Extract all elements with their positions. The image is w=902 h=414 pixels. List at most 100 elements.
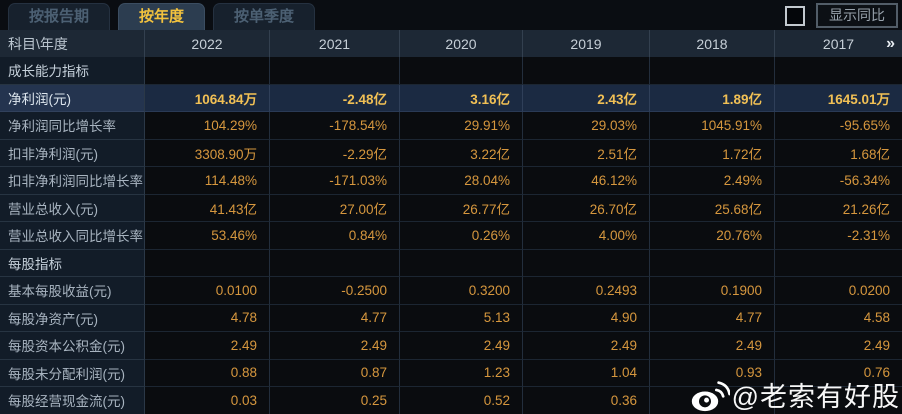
show-yoy-button[interactable]: 显示同比 — [816, 3, 898, 28]
value-cell: 2.49 — [400, 332, 523, 360]
value-cell — [650, 249, 775, 277]
value-cell: 21.26亿 — [775, 194, 902, 222]
value-cell: 4.77 — [650, 304, 775, 332]
table-row: 扣非净利润(元) 3308.90万 -2.29亿 3.22亿 2.51亿 1.72亿 1.6… — [0, 139, 902, 167]
value-cell: 0.26% — [400, 222, 523, 250]
year-header: 2022 — [145, 30, 270, 57]
value-cell: 1645.01万 — [775, 84, 902, 112]
table-row: 净利润(元) 1064.84万 -2.48亿 3.16亿 2.43亿 1.89亿 1645.… — [0, 84, 902, 112]
value-cell: -178.54% — [270, 112, 400, 140]
value-cell: 0.84% — [270, 222, 400, 250]
value-cell: 26.77亿 — [400, 194, 523, 222]
value-cell: 28.04% — [400, 167, 523, 195]
row-label: 营业总收入(元) — [0, 194, 145, 222]
value-cell: 2.49% — [650, 167, 775, 195]
value-cell — [400, 57, 523, 85]
table-row: 营业总收入同比增长率 53.46% 0.84% 0.26% 4.00% 20.76% -2.… — [0, 222, 902, 250]
value-cell: 29.03% — [523, 112, 650, 140]
value-cell: 1.89亿 — [650, 84, 775, 112]
value-cell: 1045.91% — [650, 112, 775, 140]
value-cell: 2.49 — [145, 332, 270, 360]
table-row: 每股经营现金流(元) 0.03 0.25 0.52 0.36 — [0, 387, 902, 414]
value-cell: 4.58 — [775, 304, 902, 332]
value-cell: 5.13 — [400, 304, 523, 332]
value-cell: -2.31% — [775, 222, 902, 250]
table-row: 扣非净利润同比增长率 114.48% -171.03% 28.04% 46.12% 2.4… — [0, 167, 902, 195]
value-cell — [775, 387, 902, 414]
section-row: 成长能力指标 — [0, 57, 902, 85]
value-cell: 3308.90万 — [145, 139, 270, 167]
row-label: 净利润同比增长率 — [0, 112, 145, 140]
more-years-icon[interactable]: » — [886, 34, 895, 52]
value-cell: 41.43亿 — [145, 194, 270, 222]
value-cell: 2.43亿 — [523, 84, 650, 112]
value-cell — [400, 249, 523, 277]
value-cell — [650, 387, 775, 414]
tab-by-single-quarter[interactable]: 按单季度 — [213, 3, 316, 30]
value-cell: 3.16亿 — [400, 84, 523, 112]
value-cell: 2.49 — [523, 332, 650, 360]
value-cell: 4.00% — [523, 222, 650, 250]
table-body: 成长能力指标 净利润(元) 1064.84万 -2.48亿 3.16亿 2.43亿 1.89… — [0, 57, 902, 414]
tab-by-report-period[interactable]: 按报告期 — [8, 3, 111, 30]
row-label: 每股指标 — [0, 249, 145, 277]
value-cell: 0.03 — [145, 387, 270, 414]
value-cell: 0.76 — [775, 359, 902, 387]
value-cell — [523, 57, 650, 85]
show-yoy-checkbox[interactable] — [785, 5, 805, 26]
value-cell: 2.49 — [775, 332, 902, 360]
value-cell: 4.77 — [270, 304, 400, 332]
table-row: 基本每股收益(元) 0.0100 -0.2500 0.3200 0.2493 0.1900… — [0, 277, 902, 305]
table-row: 每股资本公积金(元) 2.49 2.49 2.49 2.49 2.49 2.49 — [0, 332, 902, 360]
value-cell: -56.34% — [775, 167, 902, 195]
value-cell: -2.29亿 — [270, 139, 400, 167]
value-cell: -0.2500 — [270, 277, 400, 305]
year-header: 2018 — [650, 30, 775, 57]
table-header-row: 科目\年度 2022 2021 2020 2019 2018 2017 » — [0, 30, 902, 57]
value-cell: 0.36 — [523, 387, 650, 414]
value-cell: 0.93 — [650, 359, 775, 387]
value-cell — [270, 249, 400, 277]
value-cell: 0.25 — [270, 387, 400, 414]
value-cell: 4.90 — [523, 304, 650, 332]
year-header: 2019 — [523, 30, 650, 57]
value-cell: 0.2493 — [523, 277, 650, 305]
value-cell: 20.76% — [650, 222, 775, 250]
row-label: 净利润(元) — [0, 84, 145, 112]
value-cell — [775, 249, 902, 277]
value-cell: 2.51亿 — [523, 139, 650, 167]
value-cell: 29.91% — [400, 112, 523, 140]
value-cell: -95.65% — [775, 112, 902, 140]
value-cell: 26.70亿 — [523, 194, 650, 222]
yoy-controls: 显示同比 — [785, 3, 898, 28]
value-cell: 0.0200 — [775, 277, 902, 305]
year-header: 2020 — [400, 30, 523, 57]
value-cell: 25.68亿 — [650, 194, 775, 222]
row-label: 每股未分配利润(元) — [0, 359, 145, 387]
section-row: 每股指标 — [0, 249, 902, 277]
value-cell: 1.72亿 — [650, 139, 775, 167]
year-header-label: 2017 — [822, 35, 855, 52]
value-cell: 53.46% — [145, 222, 270, 250]
value-cell: 1.68亿 — [775, 139, 902, 167]
value-cell: 1064.84万 — [145, 84, 270, 112]
year-header: 2017 » — [775, 30, 902, 57]
tab-by-year[interactable]: 按年度 — [118, 3, 206, 30]
value-cell: 1.23 — [400, 359, 523, 387]
table-row: 每股净资产(元) 4.78 4.77 5.13 4.90 4.77 4.58 — [0, 304, 902, 332]
row-label: 每股经营现金流(元) — [0, 387, 145, 414]
value-cell: 3.22亿 — [400, 139, 523, 167]
tab-bar: 按报告期 按年度 按单季度 显示同比 — [0, 0, 902, 30]
value-cell: 0.88 — [145, 359, 270, 387]
corner-header: 科目\年度 — [0, 30, 145, 57]
value-cell: 46.12% — [523, 167, 650, 195]
row-label: 成长能力指标 — [0, 57, 145, 85]
value-cell: 104.29% — [145, 112, 270, 140]
table-row: 净利润同比增长率 104.29% -178.54% 29.91% 29.03% 1045.… — [0, 112, 902, 140]
value-cell: 27.00亿 — [270, 194, 400, 222]
row-label: 扣非净利润同比增长率 — [0, 167, 145, 195]
value-cell — [270, 57, 400, 85]
row-label: 每股净资产(元) — [0, 304, 145, 332]
value-cell: 0.87 — [270, 359, 400, 387]
